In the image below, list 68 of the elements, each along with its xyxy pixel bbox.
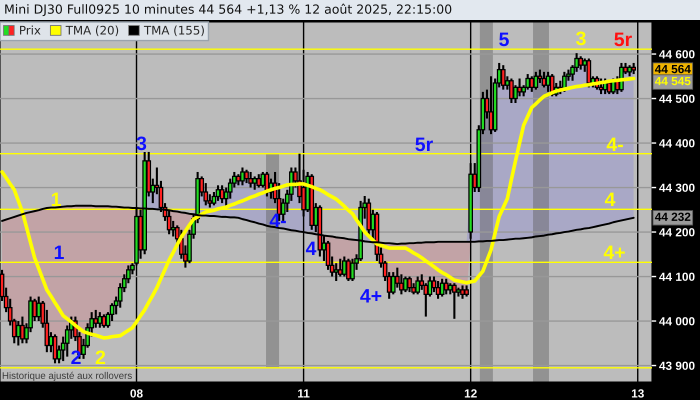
candlestick	[436, 280, 440, 300]
candlestick	[244, 168, 249, 184]
candlestick	[93, 308, 98, 329]
annotation: 2	[71, 350, 81, 364]
annotation: 5r	[614, 32, 632, 46]
annotation: 5r	[415, 138, 433, 152]
annotation: 2	[96, 350, 106, 364]
annotation: 1	[52, 192, 61, 206]
annotation: 4	[604, 192, 616, 206]
y-tick-label: 43 900	[659, 362, 695, 370]
x-tick-label: 08	[130, 389, 143, 398]
candlestick	[509, 77, 514, 104]
candlestick	[534, 70, 538, 91]
data-label: 44 545	[654, 76, 691, 86]
annotation: 5	[499, 32, 509, 46]
annotation: 4+	[360, 289, 382, 303]
candlestick	[538, 68, 542, 84]
candlestick	[256, 173, 262, 189]
annotation: 4	[306, 242, 316, 256]
candlestick	[220, 184, 224, 204]
candlestick	[350, 258, 355, 282]
y-tick-label: 44 400	[659, 139, 695, 148]
x-tick-label: 12	[464, 389, 477, 398]
candlestick	[586, 57, 592, 88]
candlestick	[460, 284, 465, 300]
y-tick-label: 44 500	[659, 94, 695, 103]
candlestick	[52, 333, 58, 364]
annotation: 3	[136, 136, 146, 150]
annotation: Historique ajusté aux rollovers	[2, 372, 132, 381]
candlestick	[216, 184, 220, 202]
y-tick-label: 44 200	[659, 228, 695, 236]
candlestick	[240, 166, 245, 186]
annotation: 4+	[604, 246, 625, 260]
candlestick	[542, 70, 546, 88]
text: 44 564	[654, 64, 691, 74]
annotation: 3	[576, 31, 586, 46]
candlestick	[452, 282, 457, 320]
candlestick	[517, 77, 522, 98]
candlestick	[338, 258, 343, 278]
candlestick	[407, 275, 412, 294]
x-tick-label: 11	[298, 389, 310, 398]
candlestick	[440, 278, 444, 298]
candlestick	[488, 75, 494, 136]
candlestick	[98, 311, 102, 329]
candlestick	[598, 77, 604, 96]
candlestick	[415, 275, 420, 296]
annotation: 4-	[270, 214, 286, 228]
chart-title: Mini DJ30 Full0925 10 minutes 44 564 +1,13 % 12 août 2025, 22:15:00	[5, 4, 452, 16]
y-tick-label: 44 600	[659, 50, 695, 58]
legend-label: TMA (155)	[144, 26, 204, 36]
candlestick	[546, 70, 550, 93]
candlestick	[444, 278, 449, 296]
candlestick	[578, 55, 584, 71]
candlestick	[500, 64, 506, 91]
annotation: 4-	[606, 138, 623, 152]
annotation: 1	[54, 246, 64, 260]
candlestick	[390, 271, 396, 296]
x-tick-label: 13	[632, 389, 644, 398]
y-tick-label: 44 300	[659, 184, 695, 192]
legend-label: TMA (20)	[66, 26, 118, 36]
candlestick	[334, 262, 339, 282]
candlestick	[403, 275, 408, 294]
candlestick	[170, 220, 176, 238]
y-tick-label: 44 000	[659, 317, 695, 326]
data-label: 44 232	[654, 212, 690, 221]
candlestick	[627, 64, 632, 78]
y-tick-label: 44 100	[659, 272, 695, 281]
legend-label: Prix	[20, 26, 41, 35]
